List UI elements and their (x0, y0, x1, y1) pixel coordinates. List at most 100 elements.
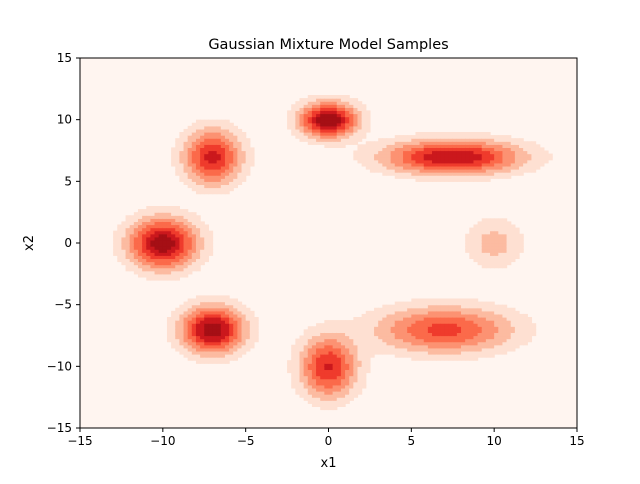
contour-cell (183, 209, 189, 213)
contour-cell (220, 341, 226, 346)
contour-cell (444, 301, 450, 306)
contour-cell (183, 181, 189, 186)
contour-cell (208, 249, 214, 253)
contour-cell (502, 172, 508, 176)
contour-cell (436, 335, 441, 340)
contour-cell (494, 221, 499, 226)
contour-cell (311, 341, 317, 346)
contour-cell (415, 135, 421, 139)
contour-cell (158, 261, 164, 266)
contour-cell (452, 347, 458, 352)
contour-cell (357, 341, 363, 346)
contour-cell (320, 375, 325, 380)
contour-cell (216, 360, 222, 364)
contour-cell (336, 341, 342, 346)
contour-cell (204, 249, 209, 253)
contour-cell (523, 323, 528, 327)
contour-cell (539, 159, 545, 164)
contour-cell (378, 323, 383, 327)
contour-cell (229, 122, 234, 127)
contour-cell (146, 264, 152, 269)
contour-cell (204, 329, 209, 334)
contour-cell (382, 329, 388, 334)
contour-cell (456, 162, 462, 167)
contour-cell (411, 304, 417, 309)
contour-cell (498, 307, 504, 312)
contour-cell (378, 338, 383, 343)
contour-cell (394, 141, 400, 145)
contour-cell (324, 397, 330, 401)
contour-cell (498, 332, 504, 337)
contour-cell (220, 360, 226, 364)
contour-cell (444, 341, 450, 346)
contour-cell (336, 128, 342, 133)
contour-cell (208, 246, 214, 250)
contour-cell (345, 138, 350, 142)
contour-cell (316, 107, 321, 112)
contour-cell (216, 156, 222, 161)
contour-cell (121, 227, 127, 232)
contour-cell (456, 350, 462, 355)
contour-cell (220, 354, 226, 358)
contour-cell (374, 347, 379, 352)
contour-cell (204, 258, 209, 263)
contour-cell (477, 150, 483, 155)
contour-cell (195, 181, 201, 186)
contour-cell (191, 212, 197, 216)
contour-cell (200, 341, 205, 346)
contour-cell (465, 233, 470, 238)
contour-cell (200, 295, 205, 300)
contour-cell (523, 144, 528, 149)
contour-cell (179, 258, 185, 263)
contour-cell (394, 150, 400, 155)
contour-cell (415, 165, 421, 170)
contour-cell (357, 110, 363, 115)
contour-cell (200, 301, 205, 306)
contour-cell (237, 156, 243, 161)
contour-cell (490, 310, 495, 315)
contour-cell (378, 147, 383, 152)
contour-cell (345, 338, 350, 343)
contour-cell (365, 369, 371, 374)
contour-cell (444, 132, 450, 136)
contour-cell (253, 326, 259, 330)
contour-cell (224, 338, 230, 343)
contour-cell (353, 326, 359, 330)
contour-cell (349, 132, 354, 136)
contour-cell (303, 338, 309, 343)
contour-cell (407, 162, 412, 167)
contour-cell (531, 332, 537, 337)
contour-cell (502, 135, 508, 139)
contour-cell (519, 317, 524, 321)
contour-cell (469, 230, 475, 235)
contour-cell (328, 132, 334, 136)
contour-cell (506, 236, 512, 241)
contour-cell (535, 150, 541, 155)
contour-cell (216, 128, 222, 133)
contour-cell (208, 323, 214, 327)
contour-cell (249, 162, 255, 167)
contour-cell (316, 132, 321, 136)
contour-cell (415, 172, 421, 176)
contour-cell (316, 125, 321, 130)
contour-cell (427, 332, 433, 337)
contour-cell (146, 212, 152, 216)
contour-cell (485, 221, 491, 226)
contour-cell (444, 335, 450, 340)
contour-cell (510, 239, 516, 244)
contour-cell (502, 341, 508, 346)
contour-cell (200, 227, 205, 232)
contour-cell (117, 258, 123, 263)
contour-cell (465, 338, 470, 343)
contour-cell (249, 344, 255, 349)
contour-cell (191, 264, 197, 269)
contour-cell (432, 326, 437, 330)
contour-cell (514, 335, 520, 340)
contour-cell (320, 335, 325, 340)
contour-cell (320, 406, 325, 411)
contour-cell (498, 313, 504, 318)
contour-cell (436, 169, 441, 173)
contour-cell (448, 150, 454, 155)
contour-cell (245, 162, 251, 167)
contour-cell (187, 159, 193, 164)
